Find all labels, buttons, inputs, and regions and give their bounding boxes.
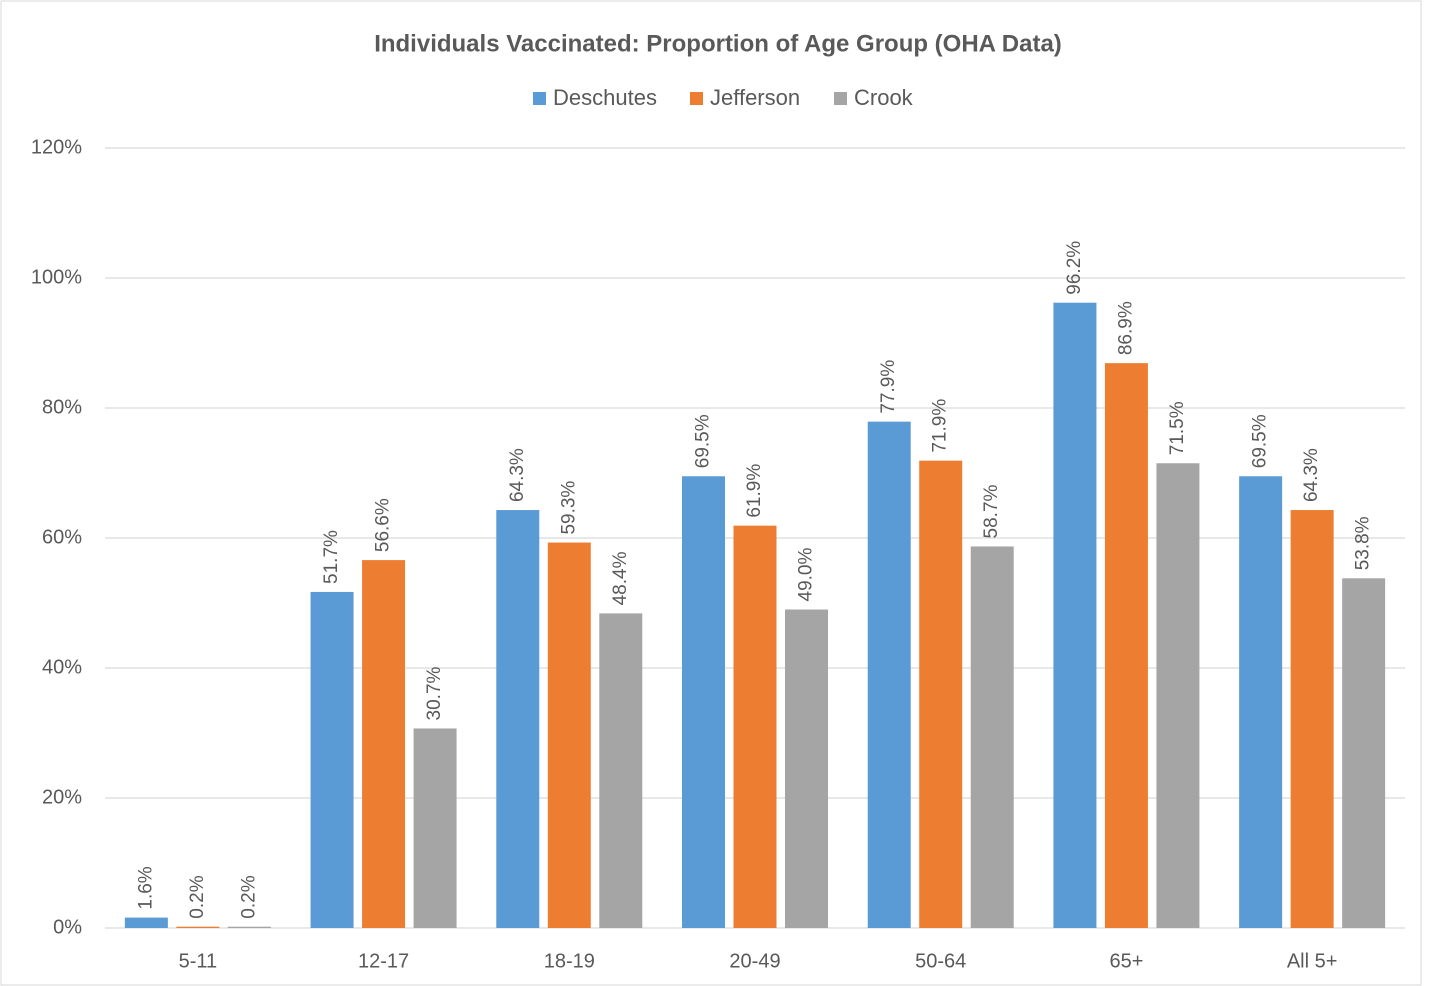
x-tick-label: All 5+ bbox=[1287, 950, 1338, 972]
bar bbox=[1290, 510, 1334, 928]
bar bbox=[413, 728, 457, 928]
y-tick-label: 120% bbox=[31, 136, 82, 158]
data-label: 59.3% bbox=[558, 481, 579, 535]
y-tick-label: 60% bbox=[42, 526, 82, 548]
data-label: 64.3% bbox=[1301, 448, 1322, 502]
bar bbox=[970, 546, 1014, 928]
bar bbox=[919, 460, 963, 928]
bar bbox=[1053, 302, 1097, 928]
data-label: 56.6% bbox=[373, 498, 394, 552]
data-label: 69.5% bbox=[1250, 414, 1271, 468]
bar bbox=[310, 591, 354, 928]
data-label: 49.0% bbox=[796, 548, 817, 602]
data-label: 64.3% bbox=[507, 448, 528, 502]
data-label: 0.2% bbox=[238, 875, 259, 918]
bar bbox=[547, 542, 591, 928]
data-label: 1.6% bbox=[135, 866, 156, 909]
legend-label: Jefferson bbox=[710, 85, 800, 110]
legend-label: Deschutes bbox=[553, 85, 657, 110]
x-tick-label: 65+ bbox=[1109, 950, 1143, 972]
bar bbox=[682, 476, 725, 928]
bar bbox=[785, 609, 828, 928]
chart-title: Individuals Vaccinated: Proportion of Ag… bbox=[374, 30, 1062, 57]
bar bbox=[1104, 363, 1148, 928]
x-tick-label: 5-11 bbox=[179, 950, 218, 972]
data-label: 96.2% bbox=[1064, 241, 1085, 295]
x-tick-label: 20-49 bbox=[729, 950, 780, 972]
data-label: 51.7% bbox=[321, 530, 342, 584]
data-label: 58.7% bbox=[981, 484, 1002, 538]
bar bbox=[1156, 463, 1200, 928]
data-label: 71.9% bbox=[930, 399, 951, 453]
y-tick-label: 20% bbox=[42, 786, 82, 808]
bar bbox=[496, 510, 540, 928]
data-label: 30.7% bbox=[424, 666, 445, 720]
y-tick-label: 40% bbox=[42, 656, 82, 678]
data-label: 53.8% bbox=[1353, 516, 1374, 570]
legend-swatch bbox=[834, 92, 847, 105]
y-tick-label: 0% bbox=[53, 916, 82, 938]
legend-swatch bbox=[533, 92, 546, 105]
bar bbox=[599, 613, 643, 928]
bar bbox=[1342, 578, 1386, 928]
bar bbox=[362, 560, 406, 928]
bar bbox=[227, 926, 271, 928]
data-label: 69.5% bbox=[693, 414, 714, 468]
y-tick-label: 100% bbox=[31, 266, 82, 288]
bar bbox=[733, 525, 777, 928]
x-tick-label: 50-64 bbox=[915, 950, 966, 972]
data-label: 0.2% bbox=[187, 875, 208, 918]
bar bbox=[867, 421, 911, 928]
bar bbox=[1239, 476, 1283, 928]
y-tick-label: 80% bbox=[42, 396, 82, 418]
legend-swatch bbox=[690, 92, 703, 105]
data-label: 71.5% bbox=[1167, 401, 1188, 455]
data-label: 86.9% bbox=[1115, 301, 1136, 355]
legend-label: Crook bbox=[854, 85, 914, 110]
bar bbox=[124, 917, 168, 928]
legend: Deschutes Jefferson Crook bbox=[533, 85, 914, 110]
x-tick-label: 18-19 bbox=[544, 950, 595, 972]
x-tick-label: 12-17 bbox=[358, 950, 409, 972]
data-label: 61.9% bbox=[744, 464, 765, 518]
data-label: 48.4% bbox=[610, 551, 631, 605]
data-label: 77.9% bbox=[878, 360, 899, 414]
bar bbox=[176, 926, 220, 928]
